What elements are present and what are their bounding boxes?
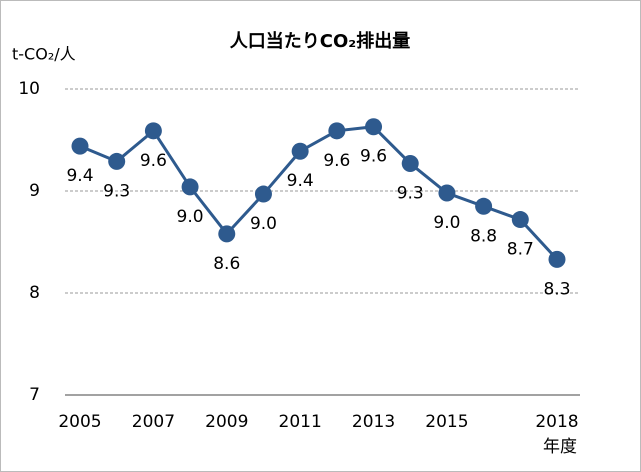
y-tick-label: 9 (29, 181, 40, 201)
data-label: 8.3 (543, 279, 570, 299)
marker (254, 185, 272, 203)
x-tick-label: 2005 (58, 412, 101, 432)
chart-title: 人口当たりCO₂排出量 (230, 30, 410, 52)
marker (144, 122, 162, 140)
data-label: 9.6 (323, 151, 350, 171)
marker (548, 250, 566, 268)
marker (475, 197, 493, 215)
marker (401, 154, 419, 172)
data-label: 9.4 (66, 166, 93, 186)
marker (365, 118, 383, 136)
x-tick-label: 2018 (535, 412, 578, 432)
x-axis-label: 年度 (543, 437, 577, 457)
x-tick-label: 2013 (352, 412, 395, 432)
data-label: 9.0 (433, 213, 460, 233)
marker (438, 184, 456, 202)
y-tick-label: 10 (18, 79, 40, 99)
data-label: 8.6 (213, 254, 240, 274)
marker (291, 142, 309, 160)
marker (181, 178, 199, 196)
y-tick-label: 8 (29, 283, 40, 303)
x-tick-label: 2011 (279, 412, 322, 432)
marker (108, 152, 126, 170)
marker (71, 137, 89, 155)
y-tick-label: 7 (29, 385, 40, 405)
x-tick-label: 2009 (205, 412, 248, 432)
marker (511, 211, 529, 229)
data-label: 9.3 (397, 183, 424, 203)
marker (328, 122, 346, 140)
data-label: 9.6 (360, 147, 387, 167)
data-label: 9.0 (250, 214, 277, 234)
data-label: 9.0 (177, 207, 204, 227)
data-label: 8.8 (470, 226, 497, 246)
data-label: 8.7 (507, 240, 534, 260)
data-label: 9.6 (140, 151, 167, 171)
marker (218, 225, 236, 243)
data-label: 9.4 (287, 171, 314, 191)
x-tick-label: 2007 (132, 412, 175, 432)
x-tick-label: 2015 (425, 412, 468, 432)
data-label: 9.3 (103, 181, 130, 201)
y-axis-label: t-CO₂/人 (12, 45, 76, 64)
